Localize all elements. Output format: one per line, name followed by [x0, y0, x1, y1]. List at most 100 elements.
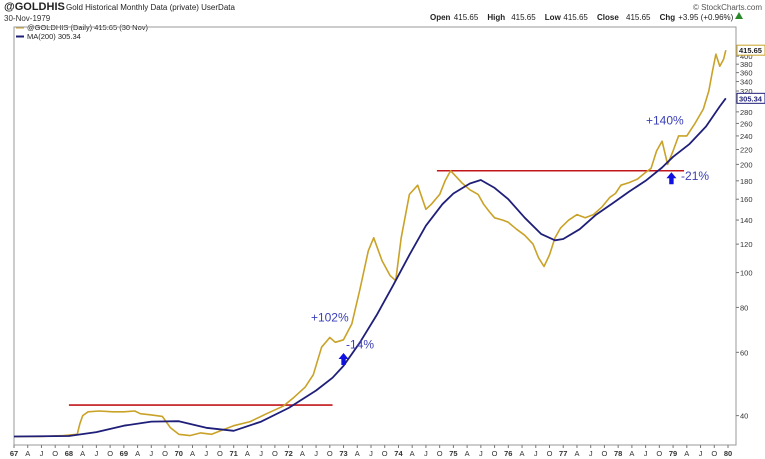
chart-date: 30-Nov-1979: [4, 14, 51, 23]
x-tick-label: J: [534, 449, 538, 458]
x-tick-label: O: [107, 449, 113, 458]
x-tick-label: O: [162, 449, 168, 458]
x-tick-label: 70: [175, 449, 183, 458]
y-tick-label: 400: [740, 52, 753, 61]
ohlc-readout: Open 415.65 High 415.65 Low 415.65 Close 415.65…: [430, 12, 743, 22]
x-tick-label: 71: [230, 449, 238, 458]
x-tick-label: A: [355, 449, 360, 458]
x-tick-label: 72: [284, 449, 292, 458]
x-tick-label: O: [382, 449, 388, 458]
x-tick-label: O: [656, 449, 662, 458]
y-tick-label: 40: [740, 412, 748, 421]
x-axis: 67 A J O 68 A J O 69 A J O 70 A J O 71 A J O 72 A J O 73 A J O 74 A J O…: [10, 445, 732, 458]
watermark: © StockCharts.com: [693, 3, 762, 12]
y-tick-label: 220: [740, 146, 753, 155]
x-tick-label: A: [190, 449, 195, 458]
annotation-label: -21%: [681, 169, 709, 183]
y-tick-label: 180: [740, 177, 753, 186]
x-tick-label: 67: [10, 449, 18, 458]
x-tick-label: O: [52, 449, 58, 458]
x-tick-label: A: [684, 449, 689, 458]
annotation-label: +102%: [311, 311, 349, 325]
x-tick-label: O: [217, 449, 223, 458]
ohlc-value: +3.95 (+0.96%): [678, 13, 733, 22]
up-arrow-icon: [338, 352, 349, 365]
ohlc-label: High: [487, 13, 505, 22]
x-tick-label: 80: [724, 449, 732, 458]
y-axis: 4060801001201401601802002202402602803203…: [736, 44, 765, 421]
y-tick-label: 360: [740, 69, 753, 78]
x-tick-label: J: [204, 449, 208, 458]
ohlc-label: Close: [597, 13, 619, 22]
y-tick-label: 200: [740, 160, 753, 169]
ohlc-label: Low: [545, 13, 562, 22]
y-tick-label: 320: [740, 87, 753, 96]
y-tick-label: 160: [740, 195, 753, 204]
x-tick-label: 75: [449, 449, 457, 458]
x-tick-label: 74: [394, 449, 403, 458]
x-tick-label: J: [369, 449, 373, 458]
x-tick-label: 78: [614, 449, 622, 458]
y-tick-label: 280: [740, 108, 753, 117]
x-tick-label: J: [589, 449, 593, 458]
y-tick-label: 340: [740, 78, 753, 87]
x-tick-label: A: [135, 449, 140, 458]
x-tick-label: O: [547, 449, 553, 458]
x-tick-label: A: [465, 449, 470, 458]
x-tick-label: J: [644, 449, 648, 458]
x-tick-label: A: [300, 449, 305, 458]
ohlc-label: Open: [430, 13, 451, 22]
up-arrow-icon: [666, 172, 677, 185]
legend: @GOLDHIS (Daily) 415.65 (30 Nov)MA(200) …: [16, 23, 148, 41]
x-tick-label: J: [314, 449, 318, 458]
x-tick-label: J: [259, 449, 263, 458]
x-tick-label: O: [602, 449, 608, 458]
x-tick-label: J: [699, 449, 703, 458]
x-tick-label: J: [95, 449, 99, 458]
last-value-box: [736, 44, 765, 56]
plot-frame: [13, 26, 737, 446]
x-tick-label: O: [437, 449, 443, 458]
chart-symbol: @GOLDHIS: [4, 1, 65, 13]
y-tick-label: 100: [740, 269, 753, 278]
moving-average-line: [13, 97, 727, 438]
y-tick-label: 120: [740, 240, 753, 249]
x-tick-label: 77: [559, 449, 567, 458]
x-tick-label: O: [492, 449, 498, 458]
plot-area: +102% -14% +140% -21%: [13, 50, 727, 438]
x-tick-label: A: [629, 449, 634, 458]
last-value-label: 305.34: [739, 94, 763, 103]
last-value-box: [736, 92, 765, 104]
x-tick-label: A: [80, 449, 85, 458]
x-tick-label: 69: [120, 449, 128, 458]
legend-entry: MA(200) 305.34: [27, 32, 81, 41]
ohlc-value: 415.65: [511, 13, 536, 22]
annotation-label: +140%: [646, 114, 684, 128]
x-tick-label: A: [25, 449, 30, 458]
ohlc-value: 415.65: [563, 13, 588, 22]
x-tick-label: A: [410, 449, 415, 458]
x-tick-label: A: [520, 449, 525, 458]
ohlc-label: Chg: [660, 13, 676, 22]
x-tick-label: J: [149, 449, 153, 458]
chart-subtitle: Gold Historical Monthly Data (private) U…: [66, 3, 235, 12]
x-tick-label: O: [711, 449, 717, 458]
x-tick-label: A: [574, 449, 579, 458]
x-tick-label: O: [327, 449, 333, 458]
x-tick-label: A: [245, 449, 250, 458]
x-tick-label: 73: [339, 449, 347, 458]
annotation-label: -14%: [346, 337, 374, 351]
price-series-line: [14, 50, 727, 438]
ohlc-value: 415.65: [454, 13, 479, 22]
y-tick-label: 260: [740, 119, 753, 128]
y-tick-label: 140: [740, 216, 753, 225]
x-tick-label: 76: [504, 449, 512, 458]
ohlc-value: 415.65: [626, 13, 651, 22]
x-tick-label: 68: [65, 449, 73, 458]
y-tick-label: 80: [740, 303, 748, 312]
up-arrow-icon: [735, 12, 743, 19]
y-tick-label: 240: [740, 132, 753, 141]
x-tick-label: J: [424, 449, 428, 458]
y-tick-label: 380: [740, 60, 753, 69]
